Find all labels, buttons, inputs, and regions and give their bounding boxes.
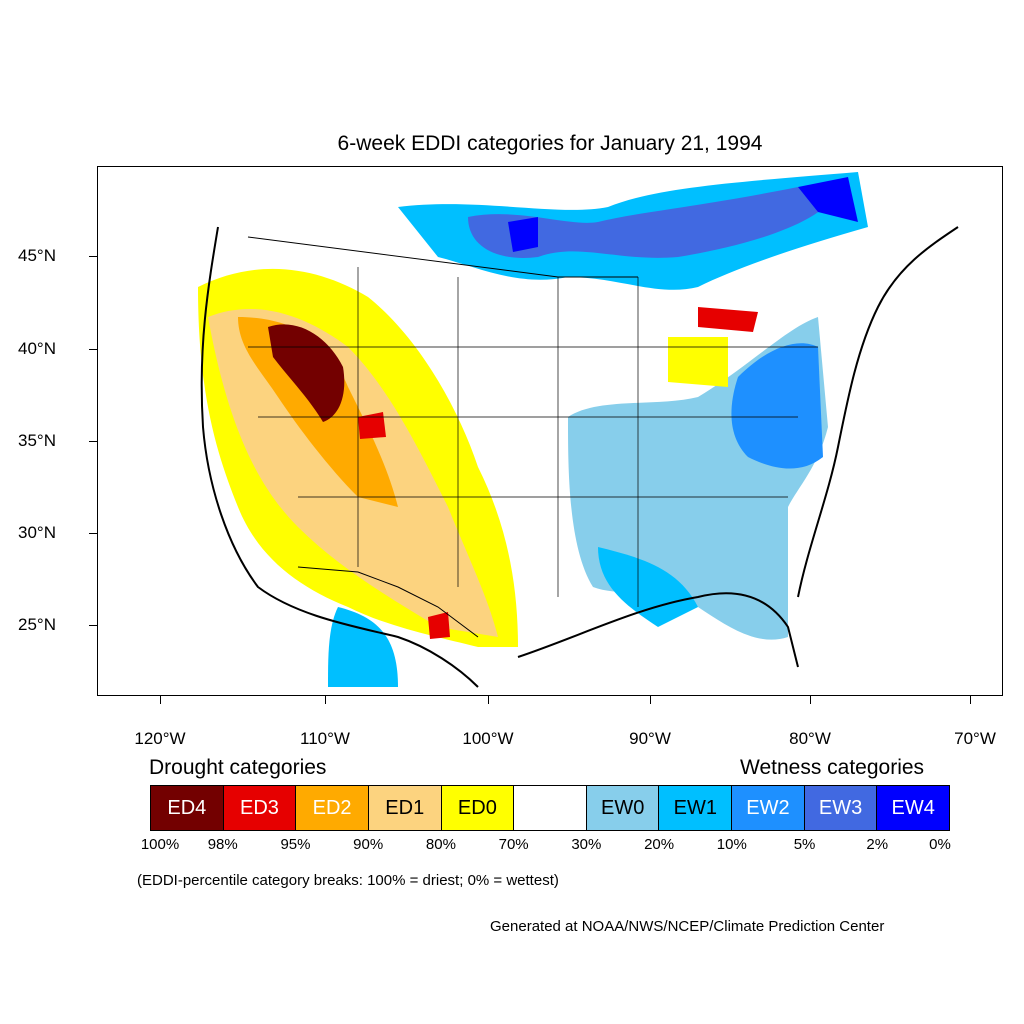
ed3-patch [428,612,450,639]
legend-swatch-ew3: EW3 [804,786,878,830]
lat-label-45: 45°N [18,246,56,265]
lat-tick [89,256,97,257]
coastline [797,226,959,598]
border-line [297,566,479,638]
percentile-note: (EDDI-percentile category breaks: 100% =… [137,872,559,889]
legend-swatch-ed2: ED2 [296,786,369,830]
state-lines [248,267,818,607]
legend-swatch-ed1: ED1 [368,786,442,830]
lon-tick [160,696,161,704]
lat-label-35: 35°N [18,431,56,450]
legend-swatch-ew4: EW4 [877,786,950,830]
ed0-michigan-patch [668,337,728,387]
percentile-label: 98% [207,836,238,853]
percentile-label: 2% [866,836,889,853]
percentile-label: 10% [716,836,747,853]
lon-tick [488,696,489,704]
lat-label-40: 40°N [18,339,56,358]
credit-text: Generated at NOAA/NWS/NCEP/Climate Predi… [490,918,885,935]
lon-tick [650,696,651,704]
map-title: 6-week EDDI categories for January 21, 1… [337,132,763,155]
ew3-northern-band [468,187,838,258]
percentile-label: 80% [425,836,456,853]
percentile-label: 70% [498,836,529,853]
coastline [517,592,799,668]
drought-legend-title: Drought categories [149,756,327,779]
lon-label-90: 90°W [629,729,671,748]
lon-tick [810,696,811,704]
ed3-patch [358,412,386,439]
percentile-label: 5% [793,836,816,853]
lat-tick [89,441,97,442]
coastline [200,226,479,688]
lat-tick [89,349,97,350]
ed3-michigan-patch [698,307,758,332]
category-legend-bar: ED4 ED3 ED2 ED1 ED0 EW0 EW1 EW2 EW3 EW4 [150,785,950,831]
lon-label-120: 120°W [134,729,186,748]
legend-swatch-ew1: EW1 [659,786,733,830]
lat-label-25: 25°N [18,615,56,634]
percentile-label: 90% [353,836,384,853]
wet-mexico-patch [328,607,398,687]
map-canvas [198,172,959,688]
legend-swatch-ed3: ED3 [223,786,297,830]
legend-swatch-ed4: ED4 [151,786,224,830]
legend-swatch-normal [514,786,587,830]
legend-swatch-ew0: EW0 [586,786,660,830]
eddi-map [97,166,1003,696]
percentile-label: 0% [929,836,951,853]
ed4-nevada-patch [268,324,345,422]
legend-swatch-ed0: ED0 [441,786,515,830]
lat-tick [89,533,97,534]
lon-label-110: 110°W [300,729,350,748]
wetness-legend-title: Wetness categories [740,756,925,779]
lon-label-100: 100°W [462,729,514,748]
lon-label-80: 80°W [789,729,831,748]
ew4-patch [798,177,858,222]
percentile-label: 95% [280,836,311,853]
percentile-label: 30% [571,836,602,853]
percentile-label: 100% [140,836,180,853]
ew2-east-region [731,343,823,469]
ew1-patch [598,547,698,627]
lon-tick [970,696,971,704]
lat-tick [89,625,97,626]
lon-label-70: 70°W [954,729,996,748]
lat-label-30: 30°N [18,523,56,542]
legend-swatch-ew2: EW2 [732,786,805,830]
lon-tick [325,696,326,704]
ew4-patch [508,217,538,252]
percentile-label: 20% [644,836,675,853]
